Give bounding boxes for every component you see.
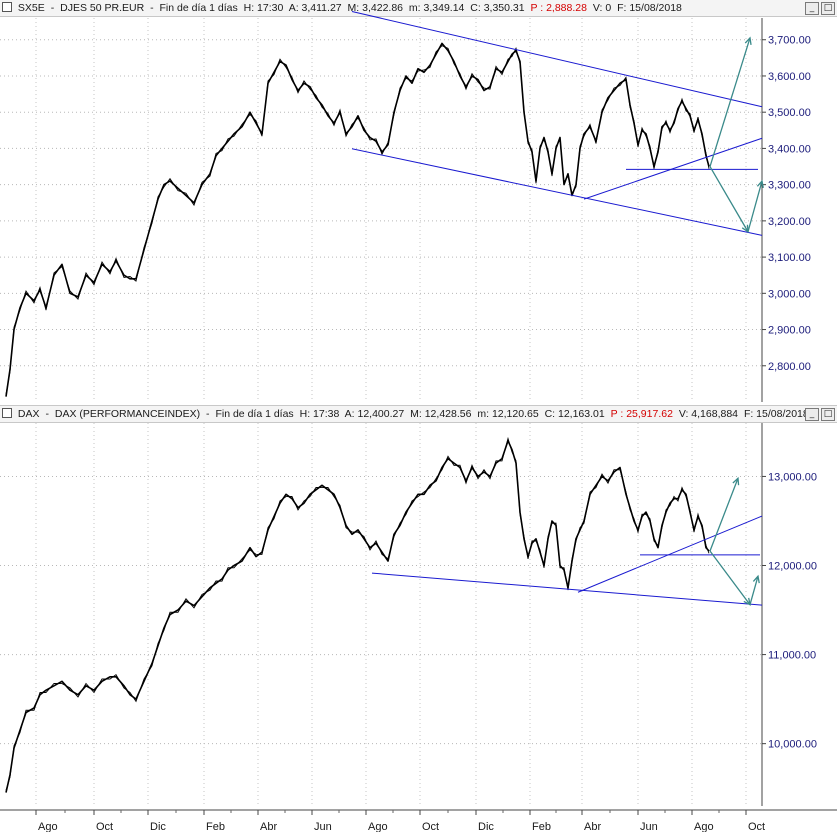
sx5e-price-range [5, 45, 710, 395]
sx5e-arrow-down [709, 166, 749, 233]
sx5e-period: Fin de día 1 días [159, 2, 238, 14]
x-tick-label: Dic [478, 821, 494, 832]
sx5e-symbol: SX5E [17, 2, 45, 14]
sx5e-hour: H: 17:30 [243, 2, 284, 14]
dax-close: C: 12,163.01 [544, 408, 605, 420]
dax-channel-lower [371, 572, 763, 606]
dax-low: m: 12,120.65 [477, 408, 539, 420]
dax-period: Fin de día 1 días [215, 408, 294, 420]
x-tick-label: Dic [150, 821, 166, 832]
maximize-button[interactable]: □ [821, 408, 835, 421]
dax-window-buttons: _ □ [805, 408, 835, 421]
x-tick-label: Abr [584, 821, 601, 832]
sx5e-trend-support [583, 137, 763, 200]
x-tick-label: Ago [38, 821, 58, 832]
dax-arrow-up-long [709, 477, 739, 552]
sx5e-ytick-label: 3,700.00 [768, 35, 811, 47]
dax-price-range [5, 436, 710, 791]
dax-hour: H: 17:38 [299, 408, 340, 420]
sx5e-channel-lower [351, 148, 763, 236]
sx5e-ytick-label: 3,000.00 [768, 288, 811, 300]
dax-panel-header: DAX - DAX (PERFORMANCEINDEX) - Fin de dí… [0, 405, 837, 423]
dax-ytick-label: 10,000.00 [768, 739, 817, 751]
dax-high: M: 12,428.56 [410, 408, 472, 420]
sx5e-ytick-label: 3,400.00 [768, 143, 811, 155]
dax-name: DAX (PERFORMANCEINDEX) [54, 408, 201, 420]
sx5e-volume: V: 0 [592, 2, 612, 14]
sx5e-channel-upper [351, 10, 763, 108]
chart-window-icon[interactable] [2, 2, 12, 12]
x-tick-label: Oct [422, 821, 439, 832]
sx5e-ytick-label: 3,100.00 [768, 252, 811, 264]
sx5e-low: m: 3,349.14 [408, 2, 465, 14]
dax-arrow-up-short-head [752, 574, 760, 584]
sx5e-panel-header: SX5E - DJES 50 PR.EUR - Fin de día 1 día… [0, 0, 837, 17]
dax-symbol: DAX [17, 408, 40, 420]
x-tick-label: Oct [748, 821, 765, 832]
sx5e-ytick-label: 3,600.00 [768, 71, 811, 83]
sx5e-date: F: 15/08/2018 [617, 2, 682, 14]
dax-arrow-up-short [749, 576, 759, 605]
sx5e-ytick-label: 2,900.00 [768, 325, 811, 337]
minimize-button[interactable]: _ [805, 408, 819, 421]
sx5e-arrow-up-short [747, 180, 763, 232]
dax-arrow-down [709, 550, 751, 606]
sx5e-arrow-up-long [709, 37, 751, 167]
dax-volume: V: 4,168,884 [678, 408, 739, 420]
sx5e-ytick-label: 3,300.00 [768, 180, 811, 192]
dax-trend-support [577, 515, 763, 593]
sx5e-arrow-up-short-head [756, 179, 764, 189]
sx5e-close: C: 3,350.31 [470, 2, 525, 14]
x-tick-label: Abr [260, 821, 277, 832]
sx5e-ytick-label: 2,800.00 [768, 361, 811, 373]
dax-open: A: 12,400.27 [344, 408, 405, 420]
sx5e-name: DJES 50 PR.EUR [60, 2, 145, 14]
x-tick-label: Ago [368, 821, 388, 832]
x-tick-label: Feb [206, 821, 225, 832]
x-tick-label: Jun [314, 821, 332, 832]
dax-price-line [5, 439, 710, 793]
x-tick-label: Oct [96, 821, 113, 832]
dax-date: F: 15/08/2018 [743, 408, 809, 420]
dax-ytick-label: 12,000.00 [768, 561, 817, 573]
maximize-button[interactable]: □ [821, 2, 835, 15]
dax-p-value: P : 25,917.62 [610, 408, 673, 420]
x-tick-label: Feb [532, 821, 551, 832]
sx5e-arrow-up-long-head [744, 36, 752, 45]
dax-arrow-up-long-head [732, 476, 740, 486]
dax-ytick-label: 13,000.00 [768, 471, 817, 483]
sx5e-ytick-label: 3,500.00 [768, 107, 811, 119]
minimize-button[interactable]: _ [805, 2, 819, 15]
dax-ytick-label: 11,000.00 [768, 650, 816, 662]
sx5e-open: A: 3,411.27 [288, 2, 342, 14]
x-tick-label: Jun [640, 821, 658, 832]
x-tick-label: Ago [694, 821, 714, 832]
sx5e-ytick-label: 3,200.00 [768, 216, 811, 228]
sx5e-price-line [5, 42, 710, 397]
chart-window-icon[interactable] [2, 408, 12, 418]
sx5e-p-value: P : 2,888.28 [530, 2, 587, 14]
sx5e-high: M: 3,422.86 [347, 2, 403, 14]
sx5e-window-buttons: _ □ [805, 2, 835, 15]
